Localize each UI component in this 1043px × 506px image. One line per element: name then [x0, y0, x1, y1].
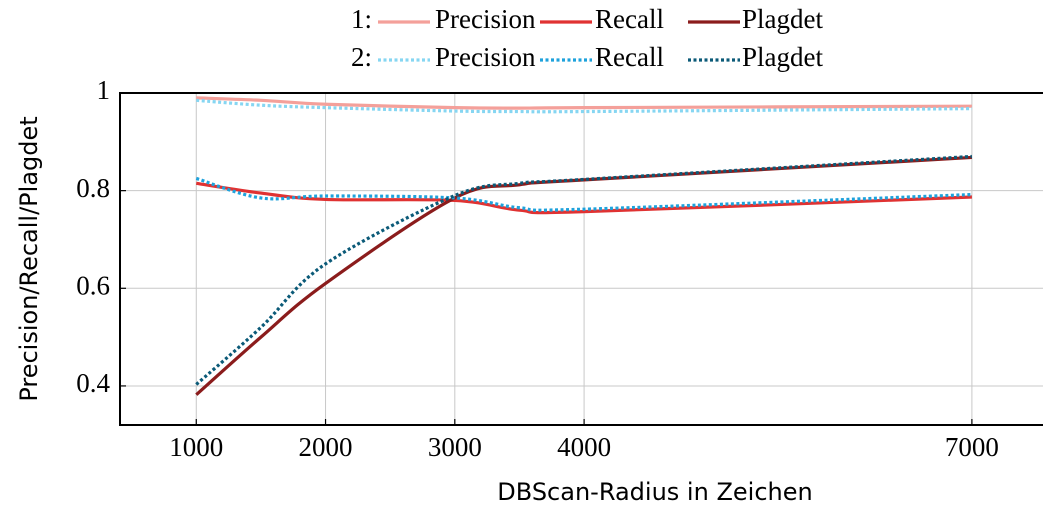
- legend-label: Recall: [595, 4, 664, 34]
- y-tick-label: 0.4: [76, 368, 110, 398]
- legend-label: Plagdet: [742, 42, 823, 72]
- series-line: [196, 98, 972, 114]
- legend-group-label: 2:: [351, 42, 372, 72]
- series-line: [195, 176, 972, 212]
- y-tick-label: 0.6: [76, 270, 110, 300]
- legend-group-label: 1:: [351, 4, 372, 34]
- legend-label: Precision: [435, 42, 536, 72]
- x-tick-label: 7000: [945, 432, 999, 462]
- axis-frame: [119, 92, 1043, 426]
- x-tick-label: 2000: [299, 432, 353, 462]
- y-tick-label: 1: [97, 75, 111, 105]
- legend-label: Plagdet: [742, 4, 823, 34]
- y-axis-label: Precision/Recall/Plagdet: [15, 116, 43, 401]
- legend-label: Recall: [595, 42, 664, 72]
- y-tick-label: 0.8: [76, 173, 110, 203]
- x-tick-label: 4000: [557, 432, 611, 462]
- x-tick-label: 3000: [428, 432, 482, 462]
- series-line: [195, 154, 972, 386]
- series-line: [196, 96, 972, 110]
- x-axis-label: DBScan-Radius in Zeichen: [497, 478, 812, 506]
- legend-label: Precision: [435, 4, 536, 34]
- x-tick-label: 1000: [169, 432, 223, 462]
- series-line: [196, 181, 972, 215]
